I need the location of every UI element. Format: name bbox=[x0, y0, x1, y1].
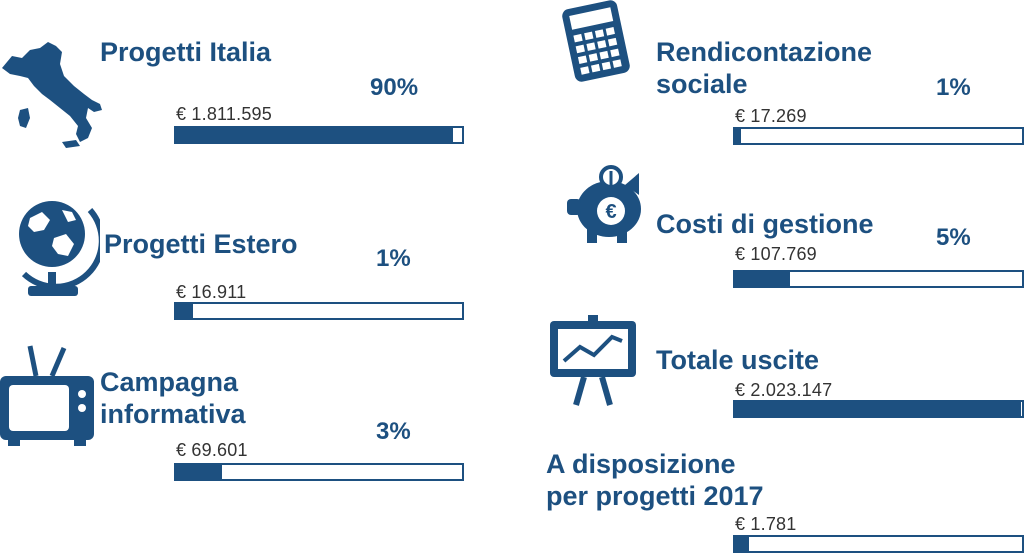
progress-bar-estero bbox=[174, 302, 464, 320]
progress-bar-campagna bbox=[174, 463, 464, 481]
progress-fill-disposizione bbox=[735, 537, 750, 551]
presentation-chart-icon bbox=[550, 315, 640, 407]
amount-costi: € 107.769 bbox=[735, 244, 817, 264]
amount-rendicontazione: € 17.269 bbox=[735, 106, 807, 126]
progress-bar-costi bbox=[733, 270, 1024, 288]
progress-bar-totale bbox=[733, 400, 1024, 418]
title-totale: Totale uscite bbox=[656, 345, 820, 375]
progress-fill-costi bbox=[735, 272, 790, 286]
percent-campagna: 3% bbox=[376, 418, 411, 445]
percent-italia: 90% bbox=[370, 74, 419, 101]
title-rendicontazione: Rendicontazione sociale bbox=[656, 37, 873, 99]
progress-fill-estero bbox=[176, 304, 194, 318]
progress-fill-rendicontazione bbox=[735, 129, 741, 143]
progress-fill-totale bbox=[735, 402, 1021, 416]
percent-costi: 5% bbox=[936, 224, 971, 251]
amount-totale: € 2.023.147 bbox=[735, 380, 833, 400]
calculator-icon bbox=[560, 0, 632, 82]
title-disposizione: A disposizione per progetti 2017 bbox=[546, 449, 764, 511]
italy-map-icon bbox=[0, 38, 105, 148]
svg-text:€: € bbox=[605, 201, 616, 223]
amount-disposizione: € 1.781 bbox=[735, 514, 797, 534]
amount-campagna: € 69.601 bbox=[176, 440, 248, 460]
percent-rendicontazione: 1% bbox=[936, 74, 971, 101]
television-icon bbox=[0, 342, 96, 448]
title-costi: Costi di gestione bbox=[656, 209, 874, 239]
progress-bar-italia bbox=[174, 126, 464, 144]
title-campagna: Campagna informativa bbox=[100, 367, 246, 429]
progress-bar-rendicontazione bbox=[733, 127, 1024, 145]
globe-icon bbox=[10, 190, 100, 302]
amount-italia: € 1.811.595 bbox=[176, 104, 272, 124]
piggy-bank-euro-icon: € bbox=[565, 163, 647, 247]
title-estero: Progetti Estero bbox=[104, 229, 298, 259]
progress-bar-disposizione bbox=[733, 535, 1024, 553]
percent-estero: 1% bbox=[376, 245, 411, 272]
progress-fill-campagna bbox=[176, 465, 222, 479]
title-italia: Progetti Italia bbox=[100, 37, 272, 67]
progress-fill-italia bbox=[176, 128, 454, 142]
amount-estero: € 16.911 bbox=[176, 282, 247, 302]
